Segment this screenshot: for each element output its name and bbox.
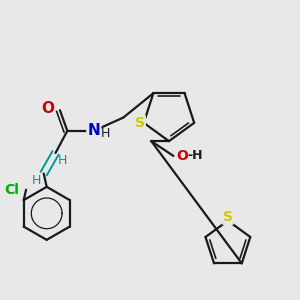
Text: O: O — [41, 101, 54, 116]
Text: N: N — [88, 123, 100, 138]
Text: O: O — [176, 149, 188, 163]
Text: Cl: Cl — [4, 183, 19, 197]
Text: -H: -H — [188, 149, 203, 162]
Text: H: H — [101, 127, 110, 140]
Text: S: S — [135, 116, 145, 130]
Text: H: H — [32, 174, 41, 188]
Text: H: H — [58, 154, 68, 167]
Text: S: S — [223, 210, 233, 224]
